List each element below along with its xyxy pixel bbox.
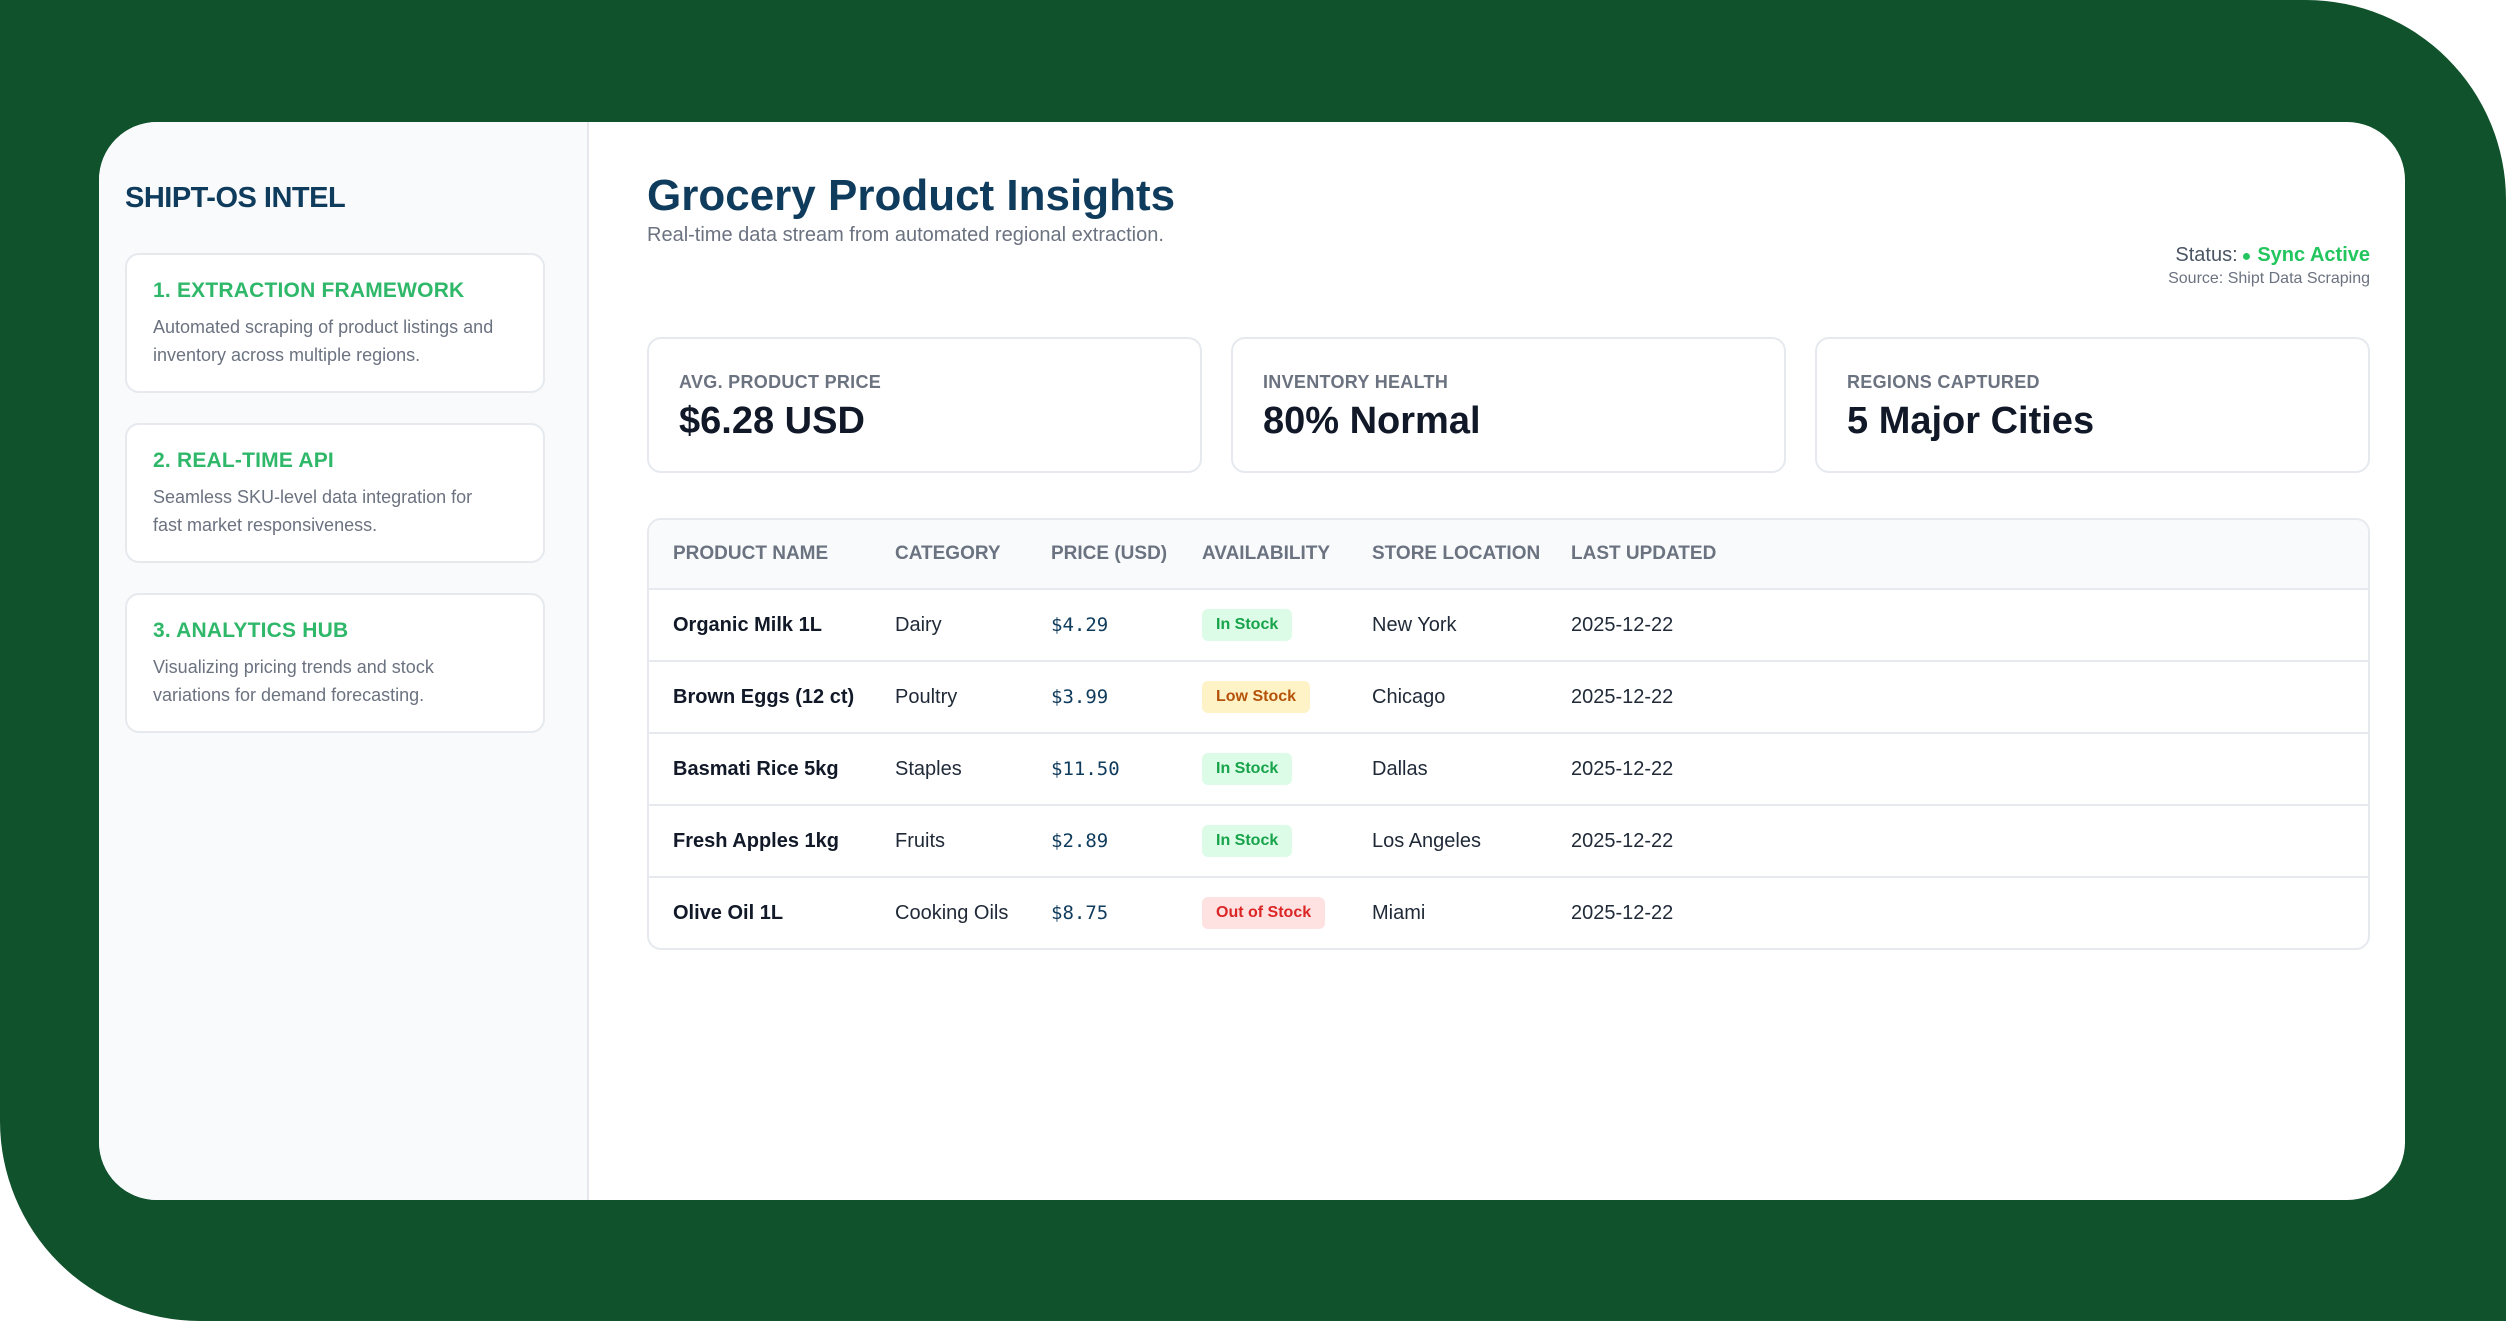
- feature-card-description-line: variations for demand forecasting.: [153, 685, 425, 705]
- page-header: Grocery Product Insights Real-time data …: [647, 170, 2370, 295]
- brand-logo-text: SHIPT-OS INTEL: [125, 182, 346, 214]
- table-row[interactable]: Organic Milk 1L Dairy $4.29 In Stock New…: [649, 589, 2368, 662]
- products-table-container: PRODUCT NAME CATEGORY PRICE (USD) AVAILA…: [647, 518, 2370, 950]
- kpi-label: INVENTORY HEALTH: [1263, 372, 1449, 392]
- status-badge: Out of Stock: [1202, 897, 1326, 929]
- kpi-card-inventory-health: INVENTORY HEALTH 80% Normal: [1231, 337, 1786, 473]
- availability-cell: Low Stock: [1178, 661, 1348, 734]
- feature-card-title: 2. REAL-TIME API: [153, 449, 334, 472]
- column-header-price[interactable]: PRICE (USD): [1027, 520, 1178, 590]
- table-row[interactable]: Olive Oil 1L Cooking Oils $8.75 Out of S…: [649, 877, 2368, 948]
- page-subtitle: Real-time data stream from automated reg…: [647, 224, 1164, 246]
- table-row[interactable]: Fresh Apples 1kg Fruits $2.89 In Stock L…: [649, 805, 2368, 878]
- status-value: Sync Active: [2257, 244, 2370, 266]
- table-row[interactable]: Basmati Rice 5kg Staples $11.50 In Stock…: [649, 733, 2368, 806]
- status-badge: In Stock: [1202, 609, 1293, 641]
- status-badge: In Stock: [1202, 753, 1293, 785]
- column-header-last-updated[interactable]: LAST UPDATED: [1547, 520, 2368, 590]
- table-row[interactable]: Brown Eggs (12 ct) Poultry $3.99 Low Sto…: [649, 661, 2368, 734]
- last-updated-cell: 2025-12-22: [1547, 661, 2368, 734]
- last-updated-cell: 2025-12-22: [1547, 805, 2368, 878]
- column-header-store-location[interactable]: STORE LOCATION: [1348, 520, 1547, 590]
- feature-card-description-line: fast market responsiveness.: [153, 515, 378, 535]
- price-cell: $8.75: [1051, 902, 1109, 924]
- feature-card-description-line: Visualizing pricing trends and stock: [153, 657, 434, 677]
- feature-card-title: 1. EXTRACTION FRAMEWORK: [153, 279, 465, 302]
- feature-card-api[interactable]: 2. REAL-TIME API Seamless SKU-level data…: [125, 423, 545, 563]
- sidebar: SHIPT-OS INTEL 1. EXTRACTION FRAMEWORK A…: [99, 122, 589, 1200]
- store-location-cell: Dallas: [1348, 733, 1547, 806]
- feature-card-description: Visualizing pricing trends and stock var…: [153, 653, 517, 709]
- main-content: Grocery Product Insights Real-time data …: [589, 122, 2405, 1200]
- store-location-cell: New York: [1348, 589, 1547, 662]
- last-updated-cell: 2025-12-22: [1547, 589, 2368, 662]
- kpi-card-avg-price: AVG. PRODUCT PRICE $6.28 USD: [647, 337, 1202, 473]
- feature-card-title: 3. ANALYTICS HUB: [153, 619, 349, 642]
- kpi-card-regions: REGIONS CAPTURED 5 Major Cities: [1815, 337, 2370, 473]
- column-header-availability[interactable]: AVAILABILITY: [1178, 520, 1348, 590]
- price-cell: $11.50: [1027, 733, 1178, 806]
- status-badge: Low Stock: [1202, 681, 1311, 713]
- price-cell: $3.99: [1027, 661, 1178, 734]
- store-location-cell: Los Angeles: [1348, 805, 1547, 878]
- feature-card-analytics[interactable]: 3. ANALYTICS HUB Visualizing pricing tre…: [125, 593, 545, 733]
- kpi-value: 5 Major Cities: [1847, 400, 2095, 442]
- store-location-cell: Chicago: [1348, 661, 1547, 734]
- status-dot-icon: ●: [2241, 248, 2252, 265]
- table-header-row: PRODUCT NAME CATEGORY PRICE (USD) AVAILA…: [649, 520, 2368, 590]
- feature-card-description: Seamless SKU-level data integration for …: [153, 483, 517, 539]
- page-title: Grocery Product Insights: [647, 171, 1176, 220]
- data-source: Source: Shipt Data Scraping: [2168, 270, 2370, 287]
- product-name-cell: Brown Eggs (12 ct): [649, 661, 871, 734]
- product-name-cell: Organic Milk 1L: [649, 589, 871, 662]
- kpi-label: AVG. PRODUCT PRICE: [679, 372, 882, 392]
- availability-cell: In Stock: [1178, 733, 1348, 806]
- kpi-label: REGIONS CAPTURED: [1847, 372, 2040, 392]
- last-updated-cell: 2025-12-22: [1571, 901, 1674, 924]
- price-cell: $2.89: [1027, 805, 1178, 878]
- product-name-cell: Basmati Rice 5kg: [649, 733, 871, 806]
- feature-card-extraction[interactable]: 1. EXTRACTION FRAMEWORK Automated scrapi…: [125, 253, 545, 393]
- status-badge: In Stock: [1202, 825, 1293, 857]
- product-name-cell: Fresh Apples 1kg: [649, 805, 871, 878]
- price-cell: $4.29: [1027, 589, 1178, 662]
- column-header-category[interactable]: CATEGORY: [871, 520, 1027, 590]
- last-updated-cell: 2025-12-22: [1547, 733, 2368, 806]
- category-cell: Dairy: [871, 589, 1027, 662]
- status-line: Status: ● Sync Active: [2168, 243, 2370, 269]
- status-label: Status:: [2175, 244, 2238, 266]
- feature-card-description-line: Automated scraping of product listings a…: [153, 317, 494, 337]
- app-window: SHIPT-OS INTEL 1. EXTRACTION FRAMEWORK A…: [99, 122, 2405, 1200]
- availability-cell: Out of Stock: [1178, 877, 1348, 948]
- feature-card-description-line: Seamless SKU-level data integration for: [153, 487, 473, 507]
- kpi-value: 80% Normal: [1263, 400, 1481, 442]
- product-name-cell: Olive Oil 1L: [673, 901, 784, 924]
- category-cell: Fruits: [871, 805, 1027, 878]
- feature-card-description: Automated scraping of product listings a…: [153, 313, 517, 369]
- category-cell: Cooking Oils: [895, 901, 1009, 924]
- category-cell: Staples: [871, 733, 1027, 806]
- kpi-value: $6.28 USD: [679, 400, 865, 442]
- store-location-cell: Miami: [1372, 901, 1426, 924]
- column-header-product-name[interactable]: PRODUCT NAME: [649, 520, 871, 590]
- status-block: Status: ● Sync Active Source: Shipt Data S…: [2168, 243, 2370, 289]
- feature-card-description-line: inventory across multiple regions.: [153, 345, 421, 365]
- kpi-row: AVG. PRODUCT PRICE $6.28 USD INVENTORY H…: [647, 337, 2370, 473]
- availability-cell: In Stock: [1178, 589, 1348, 662]
- category-cell: Poultry: [871, 661, 1027, 734]
- products-table: PRODUCT NAME CATEGORY PRICE (USD) AVAILA…: [649, 520, 2368, 948]
- availability-cell: In Stock: [1178, 805, 1348, 878]
